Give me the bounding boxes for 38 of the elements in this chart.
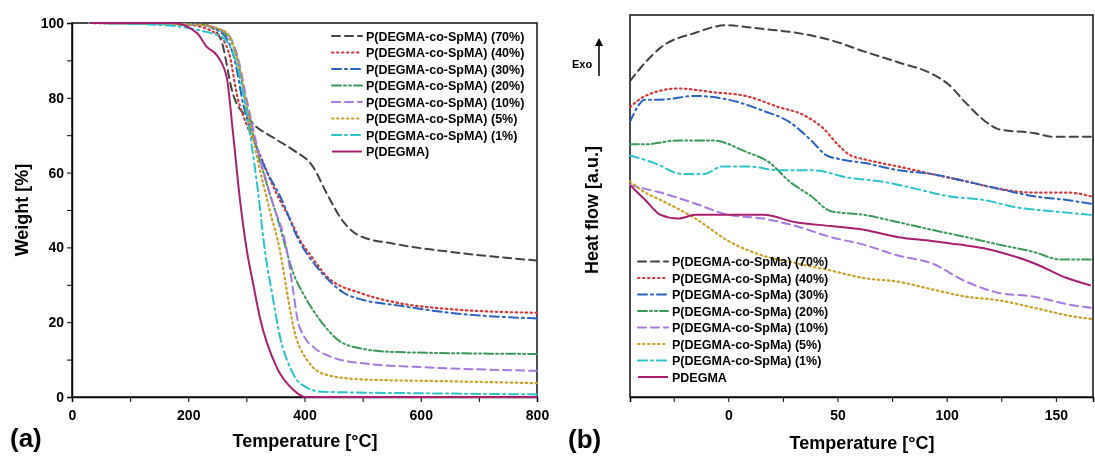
legend-label: P(DEGMA-co-SpMA) (30%) bbox=[366, 62, 525, 77]
legend-label: PDEGMA bbox=[672, 370, 727, 385]
legend-label: P(DEGMA-co-SpMa) (5%) bbox=[672, 337, 822, 352]
legend-label: P(DEGMA-co-SpMA) (10%) bbox=[366, 95, 525, 110]
text: (a) bbox=[10, 423, 42, 453]
y-tick-label: 0 bbox=[56, 388, 65, 405]
legend-label: P(DEGMA-co-SpMa) (30%) bbox=[672, 288, 829, 302]
x-tick-label: 600 bbox=[409, 407, 434, 424]
x-tick-label: 0 bbox=[724, 407, 733, 424]
y-axis-title: Heat flow [a.u.] bbox=[582, 145, 602, 275]
y-tick-label: 80 bbox=[48, 89, 65, 106]
x-tick-label: 100 bbox=[935, 407, 960, 424]
x-tick-label: 150 bbox=[1044, 407, 1069, 424]
legend-label: P(DEGMA-co-SpMa) (1%) bbox=[672, 354, 822, 368]
x-axis-title: Temperature [°C] bbox=[789, 433, 935, 453]
y-tick-label: 100 bbox=[40, 14, 65, 31]
y-tick-label: 60 bbox=[48, 164, 65, 181]
legend-label: P(DEGMA) bbox=[366, 145, 430, 159]
y-tick-label: 20 bbox=[48, 314, 65, 331]
x-tick-label: 0 bbox=[68, 407, 77, 424]
text: Exo bbox=[572, 58, 593, 70]
legend-label: P(DEGMA-co-SpMA) (70%) bbox=[366, 29, 525, 44]
legend-label: P(DEGMA-co-SpMA) (20%) bbox=[366, 79, 525, 93]
x-tick-label: 400 bbox=[293, 407, 317, 424]
legend-label: P(DEGMA-co-SpMA) (40%) bbox=[366, 46, 525, 60]
legend-label: P(DEGMA-co-SpMa) (40%) bbox=[672, 271, 829, 286]
x-tick-label: 800 bbox=[525, 407, 550, 424]
x-axis-title: Temperature [°C] bbox=[232, 431, 378, 451]
legend-label: P(DEGMA-co-SpMa) (10%) bbox=[672, 321, 829, 335]
y-axis-title: Weight [%] bbox=[12, 163, 32, 257]
legend-label: P(DEGMA-co-SpMa) (70%) bbox=[672, 255, 829, 269]
legend-label: P(DEGMA-co-SpMA) (5%) bbox=[366, 112, 518, 126]
x-tick-label: 50 bbox=[830, 407, 846, 424]
text: (b) bbox=[568, 424, 602, 454]
x-tick-label: 200 bbox=[177, 407, 201, 424]
y-tick-label: 40 bbox=[48, 239, 65, 256]
legend-label: P(DEGMA-co-SpMa) (20%) bbox=[672, 304, 829, 319]
legend-label: P(DEGMA-co-SpMA) (1%) bbox=[366, 128, 518, 143]
